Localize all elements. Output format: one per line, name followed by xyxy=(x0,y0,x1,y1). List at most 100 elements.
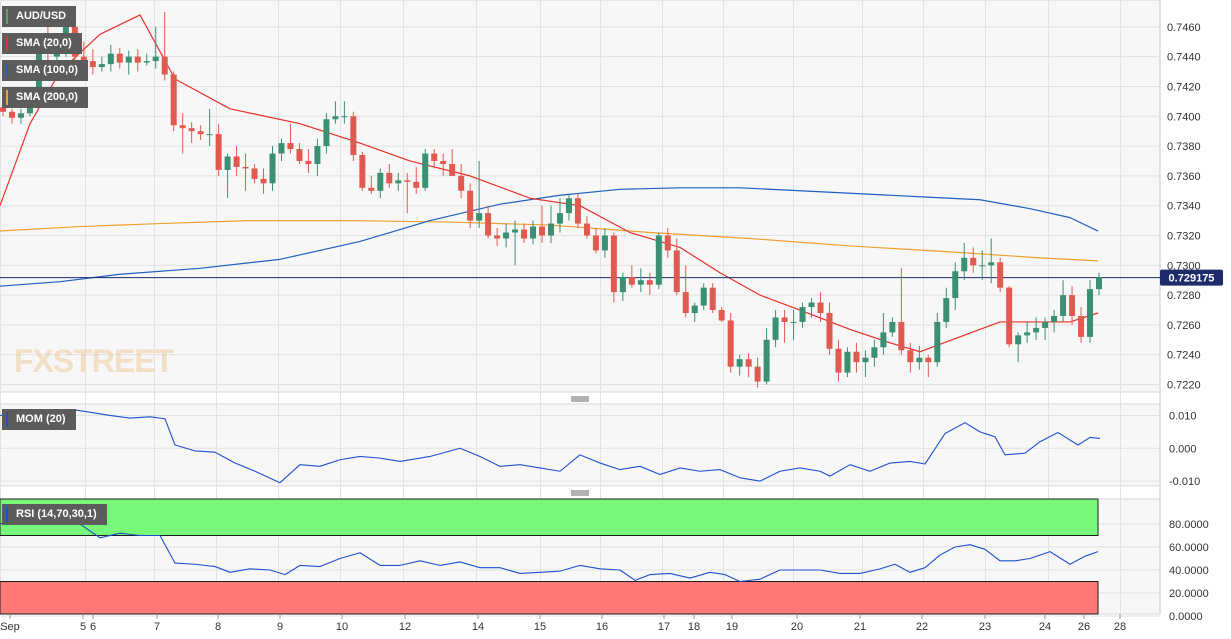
candle-body xyxy=(1015,335,1022,345)
candle xyxy=(1096,272,1102,296)
candle xyxy=(134,49,141,72)
price-tick-label: 0.7260 xyxy=(1167,320,1201,332)
candle xyxy=(242,153,249,191)
candle-body xyxy=(655,235,662,285)
rsi-tick-label: 0.0000 xyxy=(1169,611,1203,623)
candle xyxy=(152,26,159,69)
pane-divider-2[interactable] xyxy=(571,490,589,496)
candle xyxy=(233,146,240,176)
candle xyxy=(1024,321,1031,343)
candle xyxy=(637,268,644,293)
candle xyxy=(592,228,599,254)
candle-body xyxy=(287,143,294,150)
price-tick-label: 0.7320 xyxy=(1167,230,1201,242)
candle-body xyxy=(880,332,887,348)
candle-body xyxy=(215,134,222,170)
legend-sma200[interactable]: SMA (200,0) xyxy=(2,87,88,108)
candle-body xyxy=(664,235,671,251)
candle xyxy=(1042,317,1049,340)
candle-body xyxy=(314,146,321,164)
candle xyxy=(754,357,761,388)
candle xyxy=(853,342,860,373)
candle xyxy=(8,108,15,124)
candle-body xyxy=(817,302,824,314)
time-tick-label: 22 xyxy=(916,621,928,633)
candle xyxy=(125,50,132,75)
candle-body xyxy=(1087,289,1094,337)
candle-body xyxy=(125,56,132,63)
time-tick-label: 5 xyxy=(80,621,86,633)
candle-body xyxy=(1078,315,1085,337)
candle xyxy=(512,220,519,266)
candle xyxy=(961,242,968,281)
candle-body xyxy=(934,321,941,363)
candle xyxy=(143,53,150,66)
candle xyxy=(646,272,653,296)
candle xyxy=(1087,280,1094,343)
candle-body xyxy=(1033,327,1040,333)
time-tick-label: 8 xyxy=(215,621,221,633)
candle xyxy=(997,257,1004,293)
candle-body xyxy=(610,235,617,293)
time-tick-label: 28 xyxy=(1114,621,1126,633)
price-tick-label: 0.7380 xyxy=(1167,141,1201,153)
candle xyxy=(718,307,725,322)
candle-body xyxy=(997,262,1004,288)
candle-body xyxy=(260,178,267,184)
legend-label-rsi: RSI (14,70,30,1) xyxy=(16,508,97,520)
candles xyxy=(0,11,1102,388)
price-tick-label: 0.7240 xyxy=(1167,350,1201,362)
legend-sma100[interactable]: SMA (100,0) xyxy=(2,60,88,81)
candle-body xyxy=(395,180,402,184)
candle-body xyxy=(898,321,905,351)
candle xyxy=(664,228,671,258)
candle xyxy=(503,223,510,248)
pane-divider-1[interactable] xyxy=(571,396,589,402)
candle-body xyxy=(583,223,590,236)
candle xyxy=(880,313,887,355)
candle xyxy=(224,153,231,199)
candle xyxy=(368,175,375,194)
mom-tick-label: -0.010 xyxy=(1169,476,1200,488)
candle-body xyxy=(727,320,734,367)
legend-mom[interactable]: MOM (20) xyxy=(2,409,76,430)
candle-body xyxy=(278,143,285,154)
candle xyxy=(709,283,716,314)
candle xyxy=(350,111,357,161)
candle-body xyxy=(476,213,483,221)
candle-body xyxy=(251,168,258,179)
candle-body xyxy=(646,280,653,285)
candle-body xyxy=(8,111,15,118)
candle-body xyxy=(305,160,312,164)
candle xyxy=(521,223,528,243)
legend-sma20[interactable]: SMA (20,0) xyxy=(2,33,82,54)
candle xyxy=(781,310,788,343)
candle-body xyxy=(565,198,572,214)
candle xyxy=(889,317,896,337)
candle xyxy=(377,168,384,199)
rsi-line xyxy=(0,514,1099,583)
candle-body xyxy=(206,134,213,136)
candle-body xyxy=(1051,315,1058,322)
candle-body xyxy=(574,198,581,224)
candle-body xyxy=(889,321,896,333)
candle-body xyxy=(1096,277,1102,290)
candle xyxy=(161,11,168,81)
candle xyxy=(799,302,806,328)
mom-tick-label: 0.000 xyxy=(1169,443,1197,455)
legend-rsi[interactable]: RSI (14,70,30,1) xyxy=(2,504,107,525)
candle xyxy=(116,47,123,69)
price-tick-label: 0.7300 xyxy=(1167,260,1201,272)
current-price-badge xyxy=(1160,269,1223,286)
candle-body xyxy=(988,262,995,266)
candle xyxy=(583,216,590,239)
candle xyxy=(422,149,429,191)
candle xyxy=(772,310,779,348)
candle-body xyxy=(269,153,276,184)
candle xyxy=(296,143,303,164)
candle xyxy=(548,205,554,243)
candle xyxy=(727,313,734,373)
legend-audusd[interactable]: AUD/USD xyxy=(2,6,77,27)
candle-body xyxy=(242,166,249,169)
candle-body xyxy=(503,232,510,239)
